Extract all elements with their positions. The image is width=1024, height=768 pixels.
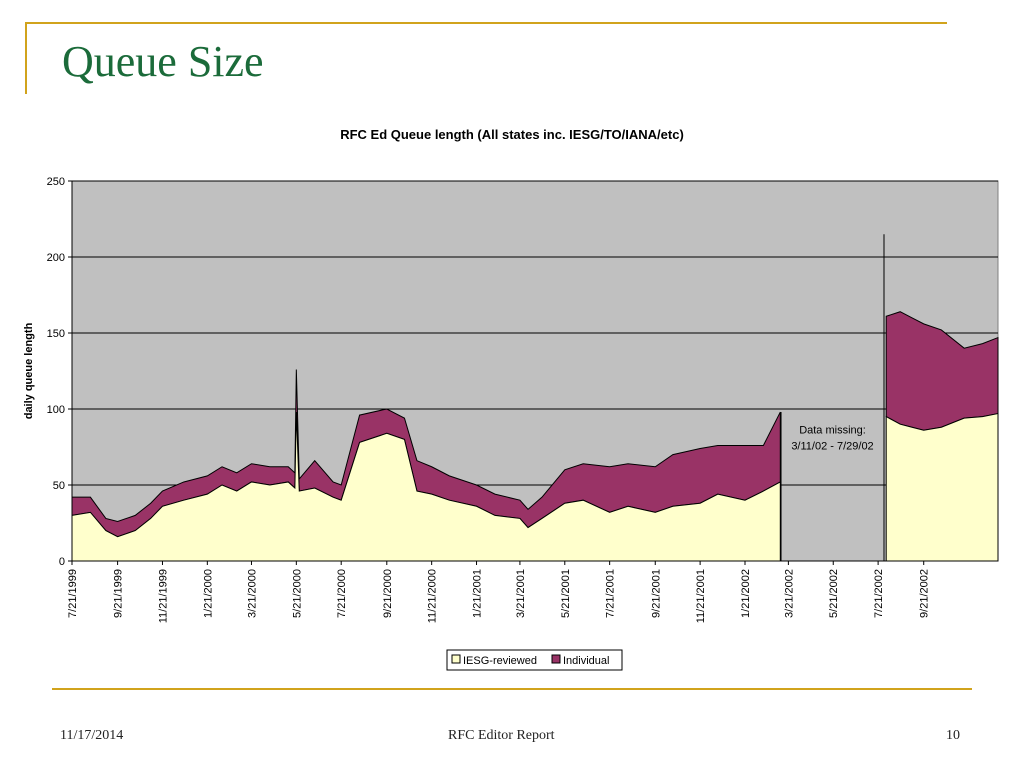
title-accent-horizontal-rule bbox=[25, 22, 947, 24]
x-tick-label: 11/21/2000 bbox=[427, 569, 439, 623]
y-tick-label: 250 bbox=[47, 176, 65, 188]
y-tick-label: 50 bbox=[53, 480, 65, 492]
slide-title: Queue Size bbox=[62, 37, 264, 86]
footer-title: RFC Editor Report bbox=[448, 728, 555, 743]
chart-title: RFC Ed Queue length (All states inc. IES… bbox=[340, 127, 684, 142]
data-gap-markers bbox=[780, 234, 885, 561]
series-area-iesg-reviewed bbox=[885, 412, 999, 562]
x-tick-label: 7/21/2002 bbox=[873, 569, 885, 618]
x-tick-label: 9/21/2000 bbox=[382, 569, 394, 618]
legend-swatch bbox=[551, 654, 561, 664]
x-tick-label: 3/21/2001 bbox=[515, 569, 527, 618]
x-tick-label: 1/21/2000 bbox=[202, 569, 214, 618]
x-tick-label: 1/21/2002 bbox=[740, 569, 752, 618]
legend: IESG-reviewed Individual bbox=[446, 649, 623, 671]
x-tick-label: 5/21/2001 bbox=[560, 569, 572, 618]
legend-label: Individual bbox=[563, 655, 609, 667]
x-tick-label: 11/21/2001 bbox=[695, 569, 707, 623]
data-missing-annotation: Data missing: 3/11/02 - 7/29/02 bbox=[791, 424, 873, 452]
y-tick-label: 100 bbox=[47, 404, 65, 416]
gridlines bbox=[72, 180, 998, 486]
x-ticks: 7/21/1999 9/21/1999 11/21/1999 1/21/2000 3/2… bbox=[67, 561, 931, 623]
x-tick-label: 7/21/2000 bbox=[336, 569, 348, 618]
x-tick-label: 3/21/2002 bbox=[783, 569, 795, 618]
y-ticks: 0 50 100 150 200 250 bbox=[47, 176, 72, 568]
footer-rule bbox=[52, 688, 972, 690]
legend-label: IESG-reviewed bbox=[463, 655, 537, 667]
series-areas bbox=[71, 311, 999, 562]
x-tick-label: 7/21/2001 bbox=[605, 569, 617, 618]
x-tick-label: 9/21/2002 bbox=[919, 569, 931, 618]
footer-date: 11/17/2014 bbox=[60, 728, 124, 743]
legend-box bbox=[446, 649, 623, 671]
axes bbox=[71, 181, 998, 562]
x-tick-label: 1/21/2001 bbox=[472, 569, 484, 618]
x-tick-label: 3/21/2000 bbox=[246, 569, 258, 618]
x-tick-label: 9/21/2001 bbox=[650, 569, 662, 618]
annotation-line: 3/11/02 - 7/29/02 bbox=[791, 440, 873, 452]
title-accent-vertical-rule bbox=[25, 22, 27, 94]
y-tick-label: 150 bbox=[47, 328, 65, 340]
queue-length-chart: RFC Ed Queue length (All states inc. IES… bbox=[23, 127, 999, 671]
legend-swatch bbox=[451, 654, 461, 664]
x-tick-label: 5/21/2002 bbox=[828, 569, 840, 618]
annotation-line: Data missing: bbox=[799, 424, 866, 436]
y-tick-label: 0 bbox=[59, 556, 65, 568]
x-tick-label: 7/21/1999 bbox=[67, 569, 79, 618]
x-tick-label: 11/21/1999 bbox=[157, 569, 169, 623]
x-tick-label: 5/21/2000 bbox=[291, 569, 303, 618]
y-tick-label: 200 bbox=[47, 252, 65, 264]
y-axis-label: daily queue length bbox=[23, 322, 35, 419]
page-number: 10 bbox=[946, 728, 960, 743]
x-tick-label: 9/21/1999 bbox=[113, 569, 125, 618]
